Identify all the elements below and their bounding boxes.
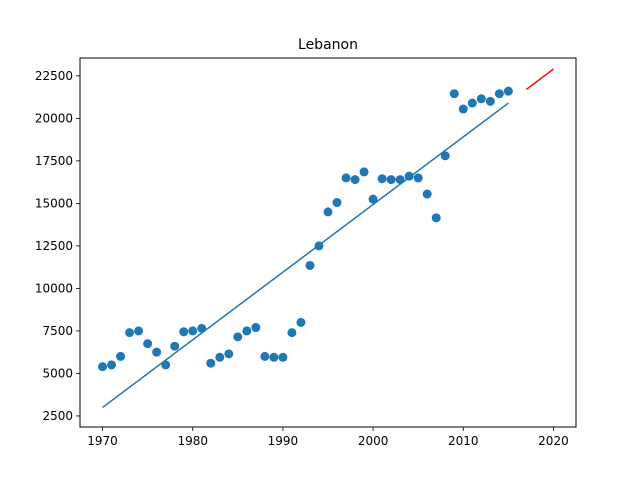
data-point: [116, 351, 126, 361]
data-point: [179, 327, 189, 337]
y-tick-label: 12500: [35, 239, 73, 253]
x-tick-label: 1990: [268, 434, 299, 448]
data-point: [188, 326, 198, 336]
data-point: [431, 213, 441, 223]
data-point: [269, 352, 279, 362]
data-point: [503, 86, 513, 96]
trend-line: [102, 102, 509, 409]
data-point: [368, 194, 378, 204]
data-point: [359, 167, 369, 177]
data-point: [215, 352, 225, 362]
y-tick-label: 22500: [35, 69, 73, 83]
data-point: [386, 175, 396, 185]
x-tick-label: 2000: [358, 434, 389, 448]
data-point: [170, 341, 180, 351]
chart-title: Lebanon: [298, 37, 358, 53]
data-point: [323, 207, 333, 217]
data-point: [125, 328, 135, 338]
plot-area: [98, 68, 554, 409]
data-point: [377, 174, 387, 184]
y-tick-label: 5000: [42, 366, 73, 380]
data-point: [242, 326, 252, 336]
data-point: [134, 326, 144, 336]
y-tick-label: 2500: [42, 409, 73, 423]
x-tick-label: 1970: [87, 434, 118, 448]
data-point: [350, 175, 360, 185]
data-point: [206, 358, 216, 368]
data-point: [458, 104, 468, 114]
data-point: [467, 98, 477, 108]
y-tick-label: 10000: [35, 281, 73, 295]
data-point: [296, 317, 306, 327]
data-point: [332, 198, 342, 208]
data-point: [98, 362, 108, 372]
data-point: [107, 360, 117, 370]
data-point: [422, 189, 432, 199]
x-tick-label: 1980: [177, 434, 208, 448]
y-axis: 2500 5000 7500 10000 12500 15000 17500 20000 225…: [35, 69, 80, 423]
data-point: [278, 352, 288, 362]
data-point: [233, 332, 243, 342]
x-tick-label: 2020: [538, 434, 569, 448]
data-point: [305, 260, 315, 270]
y-tick-label: 7500: [42, 324, 73, 338]
data-point: [260, 351, 270, 361]
y-tick-label: 15000: [35, 196, 73, 210]
data-point: [143, 339, 153, 349]
x-axis: 1970 1980 1990 2000 2010 2020: [87, 427, 569, 448]
data-point: [341, 173, 351, 183]
data-point: [440, 151, 450, 161]
data-point: [413, 173, 423, 183]
projection-line: [525, 68, 554, 91]
axes-frame: [79, 57, 577, 428]
data-point: [287, 328, 297, 338]
data-point: [485, 96, 495, 106]
data-point: [494, 89, 504, 99]
data-point: [449, 89, 459, 99]
data-point: [152, 347, 162, 357]
data-point: [224, 349, 234, 359]
y-tick-label: 20000: [35, 111, 73, 125]
data-point: [476, 94, 486, 104]
x-tick-label: 2010: [448, 434, 479, 448]
data-point: [251, 323, 261, 333]
y-tick-label: 17500: [35, 154, 73, 168]
